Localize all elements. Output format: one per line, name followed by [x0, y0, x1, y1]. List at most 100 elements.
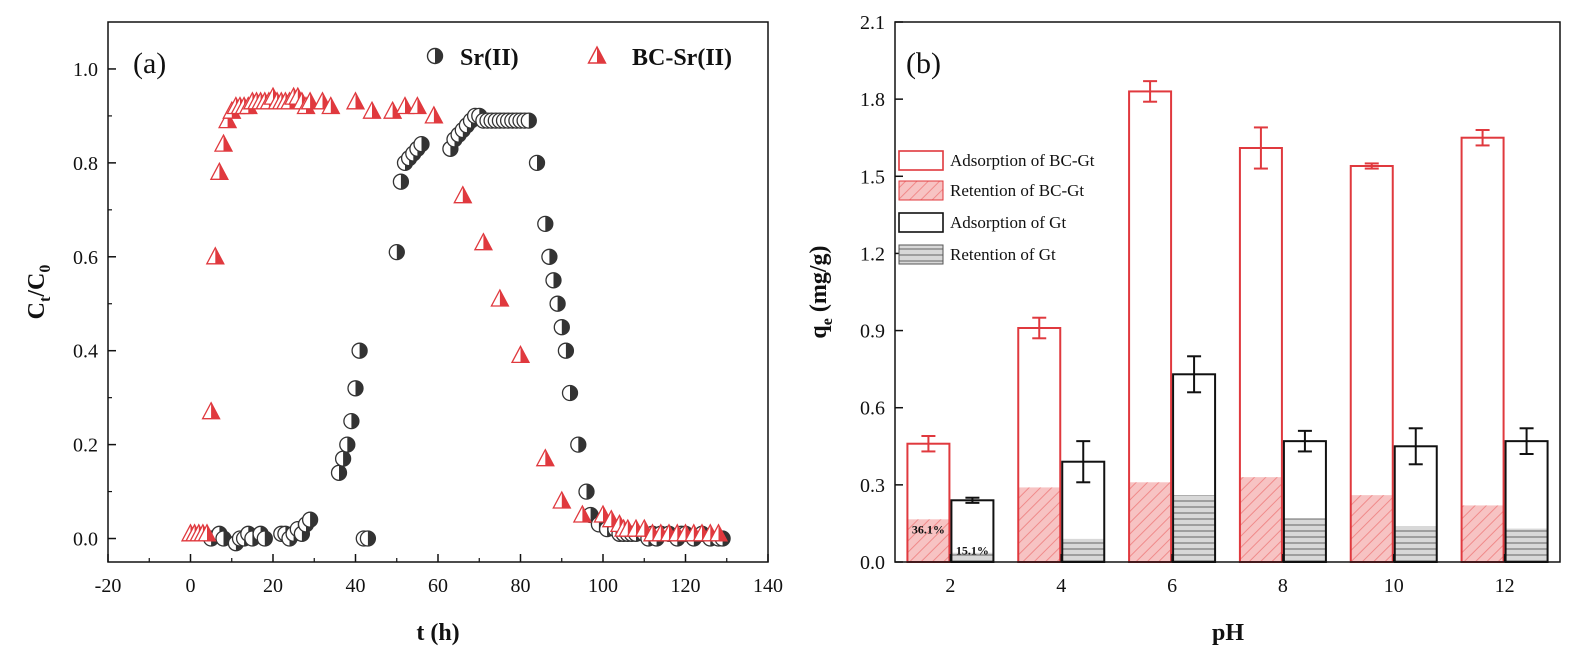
- data-point-sr: [541, 248, 558, 265]
- y-tick-label: 1.2: [860, 243, 885, 265]
- x-tick-label: 8: [1278, 575, 1288, 597]
- data-point-bc-sr-fill: [223, 135, 232, 152]
- data-point-bc-sr: [362, 100, 382, 119]
- data-point-sr: [537, 215, 554, 233]
- legend-label-ads-gt: Adsorption of Gt: [950, 213, 1066, 232]
- data-point-sr-fill: [537, 155, 545, 171]
- x-tick-label: 2: [945, 575, 955, 597]
- x-tick-label: 100: [588, 575, 618, 597]
- y-title-q: q: [806, 325, 832, 339]
- legend-swatch-ret-bcgt: [898, 180, 944, 201]
- y-title-sub-e: e: [819, 318, 836, 325]
- data-point-bc-sr-fill: [207, 524, 216, 541]
- data-point-bc-sr: [209, 161, 229, 180]
- y-tick-label: 0.6: [73, 247, 98, 269]
- data-point-sr-fill: [400, 174, 409, 190]
- data-point-bc-sr-fill: [718, 524, 727, 541]
- data-point-sr: [545, 272, 562, 289]
- legend-swatch-ret-gt: [898, 244, 944, 265]
- data-point-bc-sr-fill: [219, 163, 228, 180]
- data-point-bc-sr: [490, 288, 510, 307]
- data-point-bc-sr: [205, 246, 225, 265]
- legend-swatch-ads-bcgt: [898, 150, 944, 171]
- legend-label-ret-gt: Retention of Gt: [950, 245, 1056, 264]
- data-point-bc-sr-fill: [483, 233, 492, 250]
- data-point-sr: [561, 384, 579, 402]
- data-point-bc-sr: [345, 91, 366, 110]
- data-point-sr-fill: [264, 531, 273, 546]
- data-point-bc-sr: [572, 504, 592, 523]
- data-point-sr: [347, 380, 364, 397]
- bar-retention-gt: [1505, 528, 1548, 562]
- x-tick-label: 40: [346, 575, 366, 597]
- y-tick-label: 0.2: [73, 435, 98, 457]
- data-point-bc-sr-fill: [462, 186, 472, 203]
- data-point-sr-fill: [578, 437, 586, 453]
- data-point-bc-sr: [201, 401, 221, 420]
- data-point-sr-fill: [565, 343, 574, 359]
- data-point-sr: [553, 319, 570, 336]
- data-point-sr: [339, 436, 356, 453]
- x-tick-label: -20: [95, 575, 122, 597]
- x-tick-label: 10: [1384, 575, 1404, 597]
- data-point-bc-sr: [213, 133, 234, 152]
- data-point-bc-sr-fill: [520, 346, 529, 363]
- bar-retention-bcgt: [1239, 477, 1282, 562]
- y-title-sub-t: t: [37, 296, 54, 302]
- data-point-bc-sr: [552, 490, 572, 509]
- data-point-bc-sr: [321, 96, 341, 115]
- data-point-bc-sr-fill: [372, 102, 381, 119]
- data-point-sr: [570, 436, 587, 453]
- x-tick-label: 4: [1056, 575, 1066, 597]
- data-point-sr: [557, 342, 575, 359]
- data-point-sr-fill: [351, 413, 359, 429]
- panel-b-legend: Adsorption of BC-Gt Retention of BC-Gt A…: [898, 150, 1095, 265]
- data-point-bc-sr-fill: [392, 102, 402, 119]
- y-tick-label: 0.0: [860, 552, 885, 574]
- data-point-bc-sr: [453, 185, 473, 204]
- y-tick-label: 0.8: [73, 153, 98, 175]
- data-point-bc-sr: [708, 523, 729, 542]
- bar-retention-gt: [1062, 538, 1105, 562]
- data-point-sr-fill: [586, 484, 594, 500]
- data-point-sr-fill: [396, 244, 405, 260]
- data-point-bc-sr-fill: [561, 492, 571, 508]
- data-point-sr: [549, 295, 566, 312]
- data-point-sr-fill: [553, 272, 561, 288]
- data-point-bc-sr-fill: [545, 449, 554, 466]
- data-point-sr: [413, 135, 430, 153]
- y-tick-label: 0.6: [860, 398, 885, 420]
- bar-retention-gt: [1394, 526, 1437, 562]
- panel-a-frame: [107, 21, 769, 563]
- bar-retention-gt: [951, 552, 994, 562]
- x-tick-label: 120: [671, 575, 701, 597]
- data-point-sr-fill: [355, 380, 363, 396]
- y-tick-label: 2.1: [860, 12, 885, 34]
- data-point-bc-sr: [424, 105, 444, 124]
- bar-retention-bcgt: [1018, 487, 1061, 562]
- x-tick-label: 140: [753, 575, 783, 597]
- data-point-bc-sr-fill: [211, 402, 220, 419]
- data-point-sr: [330, 464, 348, 481]
- y-tick-label: 1.5: [860, 166, 885, 188]
- data-point-bc-sr: [300, 91, 320, 110]
- x-tick-label: 12: [1495, 575, 1515, 597]
- legend-marker-sr: [426, 47, 444, 65]
- panel-b-frame: [894, 21, 1561, 563]
- bar-retention-bcgt: [907, 519, 950, 562]
- legend-swatch-ads-gt: [898, 212, 944, 233]
- y-tick-label: 0.3: [860, 475, 885, 497]
- bar-retention-gt: [1283, 518, 1326, 562]
- data-point-bc-sr-fill: [499, 290, 509, 306]
- data-point-sr: [528, 154, 546, 172]
- data-point-bc-sr-fill: [355, 92, 364, 109]
- data-point-sr-fill: [367, 531, 376, 546]
- legend-label-ads-bcgt: Adsorption of BC-Gt: [950, 151, 1095, 170]
- panel-a-legend: Sr(II) BC-Sr(II): [426, 45, 732, 71]
- data-point-sr-fill: [359, 343, 368, 359]
- data-point-bc-sr: [510, 345, 531, 364]
- panel-b-axes: 0.0 0.3 0.6 0.9 1.2 1.5 1.8 2.1 2 4 6 8 10 12: [860, 12, 1515, 597]
- legend-marker-bc-sr: [587, 45, 607, 64]
- bar-retention-bcgt: [1129, 482, 1172, 562]
